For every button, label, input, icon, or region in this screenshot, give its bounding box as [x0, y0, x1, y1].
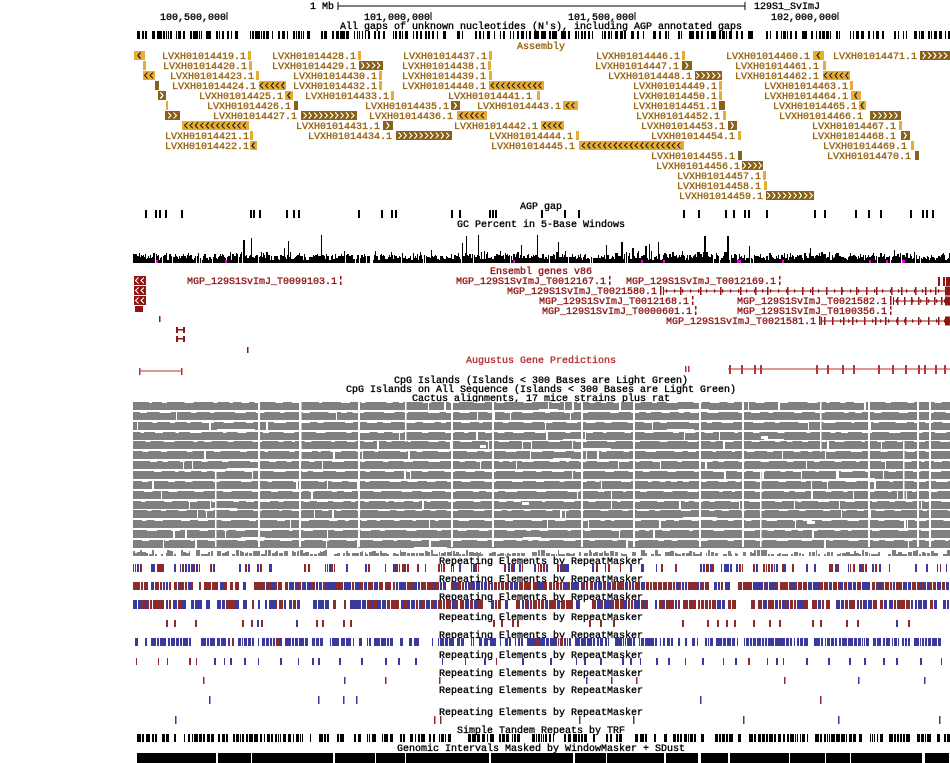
svg-text:MGP_129S1SvImJ_T0012168.1: MGP_129S1SvImJ_T0012168.1	[539, 297, 689, 308]
svg-text:LVXH01014447.1: LVXH01014447.1	[595, 62, 679, 73]
svg-text:101,500,000: 101,500,000	[568, 13, 634, 24]
svg-text:LVXH01014419.1: LVXH01014419.1	[162, 52, 246, 63]
svg-text:MGP_129S1SvImJ_T0099103.1: MGP_129S1SvImJ_T0099103.1	[187, 277, 337, 288]
svg-text:Ensembl genes v86: Ensembl genes v86	[490, 266, 592, 278]
svg-text:LVXH01014439.1: LVXH01014439.1	[402, 72, 486, 83]
svg-text:LVXH01014445.1: LVXH01014445.1	[491, 142, 575, 153]
svg-text:LVXH01014428.1: LVXH01014428.1	[272, 52, 356, 63]
svg-text:LVXH01014434.1: LVXH01014434.1	[308, 132, 392, 143]
svg-text:MGP_129S1SvImJ_T0012167.1: MGP_129S1SvImJ_T0012167.1	[456, 277, 606, 288]
svg-text:CpG Islands (Islands < 300 Bas: CpG Islands (Islands < 300 Bases are Lig…	[394, 375, 688, 387]
svg-text:LVXH01014437.1: LVXH01014437.1	[403, 52, 487, 63]
svg-text:LVXH01014466.1: LVXH01014466.1	[779, 112, 863, 123]
svg-text:LVXH01014431.1: LVXH01014431.1	[296, 122, 380, 133]
svg-text:MGP_129S1SvImJ_T0100356.1: MGP_129S1SvImJ_T0100356.1	[737, 307, 887, 318]
svg-text:LVXH01014450.1: LVXH01014450.1	[633, 92, 717, 103]
svg-text:Repeating Elements by RepeatMa: Repeating Elements by RepeatMasker	[439, 668, 643, 680]
svg-text:Genomic Intervals Masked by Wi: Genomic Intervals Masked by WindowMasker…	[397, 743, 685, 755]
svg-text:MGP_129S1SvImJ_T0000601.1: MGP_129S1SvImJ_T0000601.1	[542, 307, 692, 318]
svg-text:LVXH01014446.1: LVXH01014446.1	[596, 52, 680, 63]
svg-text:Augustus Gene Predictions: Augustus Gene Predictions	[466, 355, 616, 367]
svg-text:All gaps of unknown nucleotide: All gaps of unknown nucleotides (N's), i…	[340, 21, 742, 33]
svg-text:Repeating Elements by RepeatMa: Repeating Elements by RepeatMasker	[439, 707, 643, 719]
svg-text:102,000,000: 102,000,000	[771, 13, 837, 24]
svg-text:MGP_129S1SvImJ_T0012169.1: MGP_129S1SvImJ_T0012169.1	[626, 277, 776, 288]
svg-text:LVXH01014448.1: LVXH01014448.1	[608, 72, 692, 83]
svg-text:1 Mb: 1 Mb	[310, 1, 334, 13]
svg-text:Repeating Elements by RepeatMa: Repeating Elements by RepeatMasker	[439, 612, 643, 624]
svg-text:LVXH01014456.1: LVXH01014456.1	[656, 162, 740, 173]
svg-text:LVXH01014459.1: LVXH01014459.1	[679, 192, 763, 203]
svg-text:LVXH01014438.1: LVXH01014438.1	[402, 62, 486, 73]
svg-text:129S1_SvImJ: 129S1_SvImJ	[754, 2, 820, 13]
svg-text:LVXH01014426.1: LVXH01014426.1	[207, 102, 291, 113]
svg-text:LVXH01014440.1: LVXH01014440.1	[402, 82, 486, 93]
svg-text:LVXH01014464.1: LVXH01014464.1	[764, 92, 848, 103]
svg-text:Simple Tandem Repeats by TRF: Simple Tandem Repeats by TRF	[457, 725, 625, 737]
svg-text:LVXH01014454.1: LVXH01014454.1	[651, 132, 735, 143]
svg-text:LVXH01014423.1: LVXH01014423.1	[170, 72, 254, 83]
svg-text:LVXH01014443.1: LVXH01014443.1	[477, 102, 561, 113]
svg-text:LVXH01014433.1: LVXH01014433.1	[305, 92, 389, 103]
svg-text:LVXH01014425.1: LVXH01014425.1	[199, 92, 283, 103]
svg-text:Assembly: Assembly	[517, 41, 565, 53]
svg-text:LVXH01014471.1: LVXH01014471.1	[833, 52, 917, 63]
svg-text:LVXH01014424.1: LVXH01014424.1	[172, 82, 256, 93]
svg-text:LVXH01014460.1: LVXH01014460.1	[726, 52, 810, 63]
svg-text:LVXH01014435.1: LVXH01014435.1	[365, 102, 449, 113]
svg-text:LVXH01014444.1: LVXH01014444.1	[489, 132, 573, 143]
svg-text:LVXH01014441.1: LVXH01014441.1	[448, 92, 532, 103]
svg-text:LVXH01014457.1: LVXH01014457.1	[677, 172, 761, 183]
svg-text:LVXH01014463.1: LVXH01014463.1	[764, 82, 848, 93]
svg-text:LVXH01014422.1: LVXH01014422.1	[165, 142, 249, 153]
svg-text:LVXH01014470.1: LVXH01014470.1	[827, 152, 911, 163]
svg-text:LVXH01014468.1: LVXH01014468.1	[812, 132, 896, 143]
svg-text:MGP_129S1SvImJ_T0021581.1: MGP_129S1SvImJ_T0021581.1	[666, 317, 816, 328]
svg-text:GC Percent in 5-Base Windows: GC Percent in 5-Base Windows	[457, 219, 625, 231]
svg-text:CpG Islands on All Sequence (I: CpG Islands on All Sequence (Islands < 3…	[346, 384, 736, 396]
svg-text:LVXH01014462.1: LVXH01014462.1	[735, 72, 819, 83]
svg-text:LVXH01014449.1: LVXH01014449.1	[633, 82, 717, 93]
svg-text:LVXH01014420.1: LVXH01014420.1	[163, 62, 247, 73]
svg-text:Repeating Elements by RepeatMa: Repeating Elements by RepeatMasker	[439, 630, 643, 642]
svg-text:AGP gap: AGP gap	[520, 202, 562, 213]
svg-text:Repeating Elements by RepeatMa: Repeating Elements by RepeatMasker	[439, 650, 643, 662]
svg-text:MGP_129S1SvImJ_T0021580.1: MGP_129S1SvImJ_T0021580.1	[507, 287, 657, 298]
svg-text:LVXH01014461.1: LVXH01014461.1	[735, 62, 819, 73]
svg-text:LVXH01014455.1: LVXH01014455.1	[651, 152, 735, 163]
svg-text:LVXH01014429.1: LVXH01014429.1	[272, 62, 356, 73]
svg-text:LVXH01014451.1: LVXH01014451.1	[633, 102, 717, 113]
svg-text:LVXH01014436.1: LVXH01014436.1	[369, 112, 453, 123]
svg-text:LVXH01014427.1: LVXH01014427.1	[213, 112, 297, 123]
svg-text:Repeating Elements by RepeatMa: Repeating Elements by RepeatMasker	[439, 685, 643, 697]
svg-text:LVXH01014458.1: LVXH01014458.1	[677, 182, 761, 193]
svg-text:LVXH01014452.1: LVXH01014452.1	[636, 112, 720, 123]
svg-text:LVXH01014430.1: LVXH01014430.1	[293, 72, 377, 83]
svg-text:LVXH01014465.1: LVXH01014465.1	[773, 102, 857, 113]
svg-text:LVXH01014421.1: LVXH01014421.1	[165, 132, 249, 143]
svg-text:LVXH01014467.1: LVXH01014467.1	[812, 122, 896, 133]
svg-text:LVXH01014453.1: LVXH01014453.1	[641, 122, 725, 133]
svg-text:LVXH01014432.1: LVXH01014432.1	[293, 82, 377, 93]
svg-text:101,000,000: 101,000,000	[364, 13, 430, 24]
svg-text:LVXH01014442.1: LVXH01014442.1	[454, 122, 538, 133]
svg-text:LVXH01014469.1: LVXH01014469.1	[823, 142, 907, 153]
svg-text:100,500,000: 100,500,000	[160, 13, 226, 24]
svg-text:MGP_129S1SvImJ_T0021582.1: MGP_129S1SvImJ_T0021582.1	[737, 297, 887, 308]
